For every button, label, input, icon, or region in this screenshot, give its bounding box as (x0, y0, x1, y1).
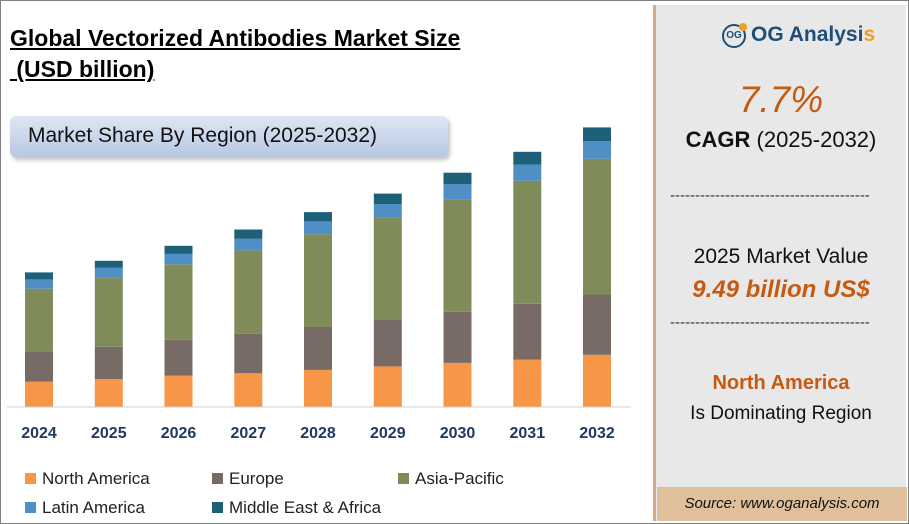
bar-latin-america-2031 (513, 164, 542, 181)
bar-europe-2024 (25, 351, 53, 382)
bar-latin-america-2024 (25, 279, 53, 289)
legend-label-latin-america: Latin America (42, 498, 145, 517)
bar-asia-pacific-2028 (304, 234, 332, 327)
bar-europe-2026 (164, 339, 193, 376)
legend-item-latin-america: Latin America (25, 499, 145, 517)
bar-middle-east-africa-2029 (373, 193, 402, 204)
title-line-1: Global Vectorized Antibodies Market Size (10, 25, 461, 51)
bar-latin-america-2028 (304, 221, 332, 235)
logo-text: OG Analysi (751, 23, 864, 46)
bar-europe-2029 (373, 320, 402, 367)
bar-middle-east-africa-2031 (513, 151, 542, 165)
legend-item-europe: Europe (212, 470, 284, 488)
x-tick-label-2031: 2031 (510, 425, 546, 442)
market-value-label: 2025 Market Value (693, 245, 869, 268)
og-logo-icon: OG (722, 23, 747, 48)
legend-item-middle-east-africa: Middle East & Africa (212, 499, 381, 517)
bar-europe-2031 (513, 303, 542, 360)
x-tick-label-2024: 2024 (21, 425, 57, 442)
stacked-bar-chart: 2024 2025 2026 2027 2028 2029 2030 2031 2032 (7, 127, 631, 442)
market-value: 9.49 billion US$ (692, 276, 870, 303)
bar-latin-america-2027 (234, 238, 263, 251)
bar-middle-east-africa-2027 (234, 229, 263, 239)
legend-item-north-america: North America (25, 470, 150, 488)
bar-latin-america-2032 (583, 141, 611, 159)
bar-asia-pacific-2027 (234, 250, 263, 334)
subtitle-banner: Market Share By Region (2025-2032) (10, 116, 448, 157)
bar-europe-2025 (94, 346, 123, 380)
logo-text-accent: s (863, 23, 876, 46)
og-analysis-logo: OG OG Analysis (722, 23, 875, 48)
bar-europe-2027 (234, 333, 263, 374)
bar-latin-america-2025 (94, 267, 123, 278)
legend-swatch-europe (212, 473, 223, 484)
bar-north-america-2025 (94, 379, 123, 407)
bar-asia-pacific-2026 (164, 264, 193, 340)
x-tick-labels: 2024 2025 2026 2027 2028 2029 2030 2031 2032 (21, 425, 615, 442)
legend-swatch-asia-pacific (398, 473, 409, 484)
bar-middle-east-africa-2024 (25, 272, 53, 280)
bar-europe-2032 (583, 294, 611, 355)
bar-asia-pacific-2024 (25, 288, 53, 352)
bar-north-america-2030 (443, 362, 472, 407)
bar-asia-pacific-2025 (94, 277, 123, 347)
bar-asia-pacific-2032 (583, 158, 611, 295)
bar-north-america-2032 (583, 354, 611, 407)
x-tick-label-2029: 2029 (370, 425, 406, 442)
legend-swatch-middle-east-africa (212, 502, 223, 513)
bar-asia-pacific-2031 (513, 180, 542, 304)
cagr-label-bold: CAGR (685, 127, 751, 152)
title-line-2: (USD billion) (10, 56, 155, 82)
legend-label-asia-pacific: Asia-Pacific (415, 469, 504, 488)
bar-north-america-2027 (234, 373, 263, 407)
bar-middle-east-africa-2032 (583, 127, 611, 142)
bar-latin-america-2029 (373, 204, 402, 218)
bar-europe-2030 (443, 311, 472, 363)
cagr-value: 7.7% (738, 79, 824, 120)
bar-asia-pacific-2030 (443, 199, 472, 312)
bar-middle-east-africa-2030 (443, 172, 472, 185)
x-tick-label-2025: 2025 (91, 425, 127, 442)
bar-north-america-2031 (513, 359, 542, 407)
bar-north-america-2026 (164, 375, 193, 407)
bar-middle-east-africa-2026 (164, 245, 193, 254)
dominating-region-label: Is Dominating Region (690, 403, 872, 424)
bar-latin-america-2026 (164, 253, 193, 265)
x-tick-label-2027: 2027 (231, 425, 267, 442)
bar-middle-east-africa-2028 (304, 212, 332, 222)
bar-europe-2028 (304, 327, 332, 370)
legend-label-europe: Europe (229, 469, 284, 488)
page-title: Global Vectorized Antibodies Market Size… (10, 23, 460, 85)
bar-north-america-2028 (304, 369, 332, 407)
legend-swatch-north-america (25, 473, 36, 484)
bar-north-america-2024 (25, 381, 53, 407)
dominating-region-name: North America (712, 372, 850, 394)
bar-north-america-2029 (373, 366, 402, 407)
chart-subtitle: Market Share By Region (2025-2032) (28, 124, 378, 147)
bar-middle-east-africa-2025 (94, 260, 123, 268)
x-tick-label-2028: 2028 (300, 425, 336, 442)
source-bar: Source: www.oganalysis.com (657, 487, 907, 521)
bar-group (25, 127, 611, 407)
x-tick-label-2030: 2030 (440, 425, 476, 442)
bar-asia-pacific-2029 (373, 217, 402, 320)
x-tick-label-2032: 2032 (579, 425, 615, 442)
bar-latin-america-2030 (443, 184, 472, 200)
summary-panel: OG OG Analysis 7.7% CAGR (2025-2032) ----… (653, 5, 907, 521)
divider-top: ---------------------------------------- (670, 187, 870, 204)
legend-label-middle-east-africa: Middle East & Africa (229, 498, 382, 517)
legend-label-north-america: North America (42, 469, 150, 488)
x-tick-label-2026: 2026 (161, 425, 197, 442)
source-text: Source: www.oganalysis.com (684, 495, 880, 512)
divider-bottom: ---------------------------------------- (670, 314, 870, 331)
legend-swatch-latin-america (25, 502, 36, 513)
cagr-period: (2025-2032) (750, 127, 877, 152)
legend-item-asia-pacific: Asia-Pacific (398, 470, 504, 488)
cagr-label: CAGR (2025-2032) (656, 127, 906, 153)
